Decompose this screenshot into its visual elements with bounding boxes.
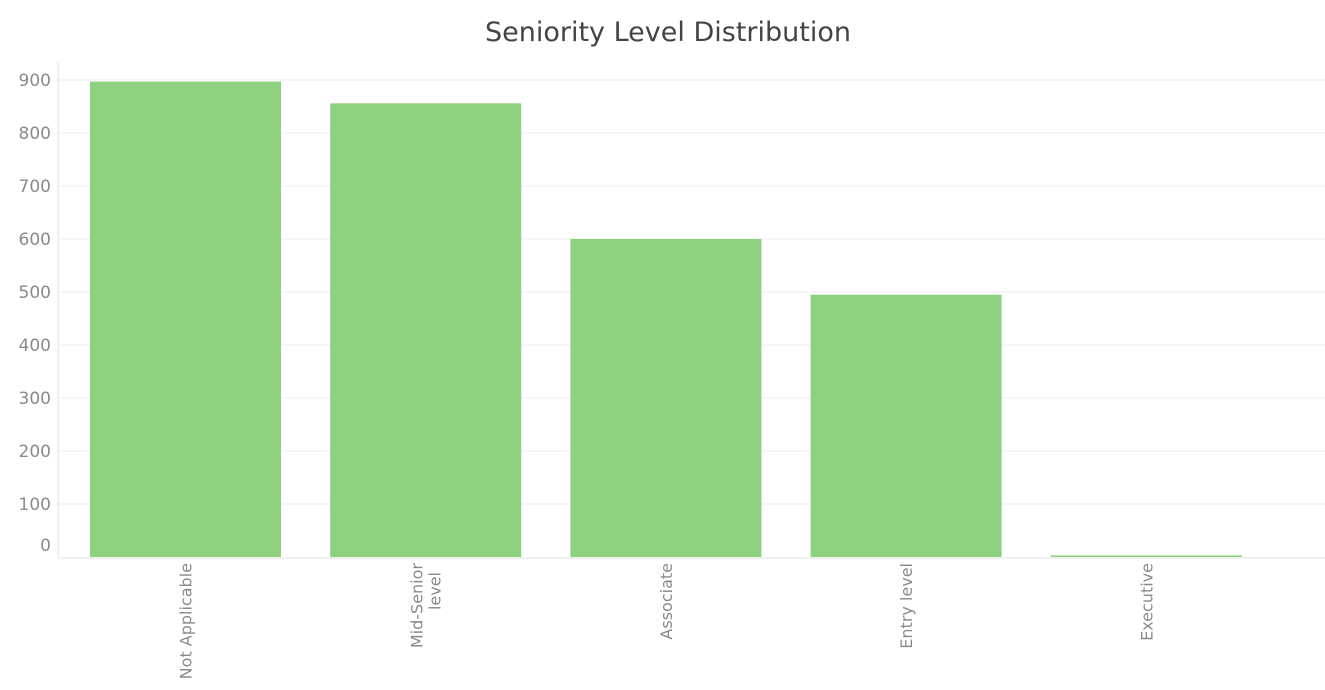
y-tick-label: 200 [19,442,51,462]
x-tick-label-line: Entry level [897,563,916,649]
x-tick-label: Associate [657,563,676,640]
bar-entry-level [810,294,1002,557]
y-tick-label: 500 [19,283,51,303]
x-tick-label: Entry level [897,563,916,649]
x-tick-label-line: level [426,572,445,610]
x-tick-label: Mid-Senior level [408,563,445,649]
y-tick-label: 700 [19,177,51,197]
y-tick-label: 800 [19,124,51,144]
x-tick-label-line: Not Applicable [177,563,196,679]
y-tick-label: 400 [19,336,51,356]
y-axis: 0 100 200 300 400 500 600 700 800 900 [19,71,51,556]
x-axis: Not Applicable Mid-Senior level Associate En… [177,563,1157,680]
y-tick-label: 100 [19,495,51,515]
bar-associate [570,239,762,557]
bars [90,81,1242,557]
chart-title: Seniority Level Distribution [485,17,851,48]
x-tick-label-line: Executive [1137,563,1156,641]
bar-not-applicable [90,81,281,557]
bar-mid-senior-level [330,103,522,557]
x-tick-label: Executive [1137,563,1156,641]
y-tick-label: 0 [40,536,51,556]
y-tick-label: 300 [19,389,51,409]
x-tick-label-line: Mid-Senior [408,563,427,649]
x-tick-label: Not Applicable [177,563,196,679]
y-tick-label: 900 [19,71,51,91]
x-tick-label-line: Associate [657,563,676,640]
bar-executive [1050,555,1242,557]
y-tick-label: 600 [19,230,51,250]
